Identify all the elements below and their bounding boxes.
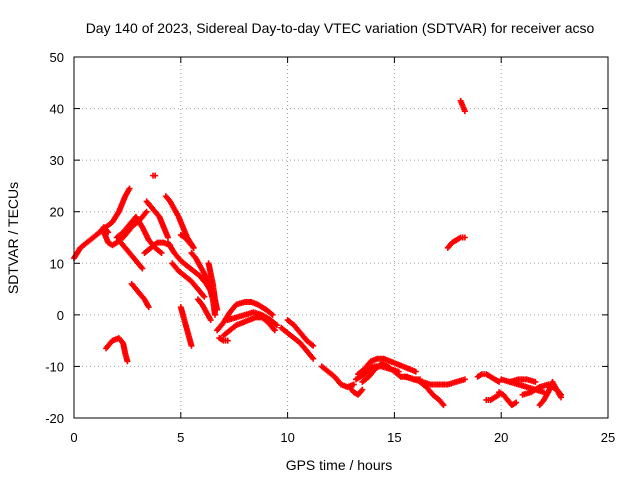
data-point [271,327,278,334]
data-point [143,208,150,215]
series-arc-40 [506,376,539,385]
y-tick-label: 50 [50,50,64,65]
data-point [158,249,165,256]
series-arc-22 [216,335,231,344]
series-arc-29 [352,363,402,383]
data-point [461,234,468,241]
series-arc-11 [169,260,208,300]
series-arc-19 [214,298,276,334]
series-arc-06 [128,280,152,311]
data-point [214,306,221,313]
data-point [145,304,152,311]
series-arc-05 [117,239,146,272]
series-arc-23 [278,324,317,362]
series-arc-20 [220,314,278,339]
data-point [139,265,146,272]
y-tick-label: -10 [45,359,64,374]
series-arc-24 [284,317,317,349]
y-tick-label: 20 [50,205,64,220]
y-tick-label: 10 [50,256,64,271]
series-arc-39 [536,378,565,409]
data-point [190,244,197,251]
data-point [207,317,214,324]
series-arc-15 [177,304,195,349]
series-arc-27 [355,355,419,378]
data-point [359,386,366,393]
y-tick-label: 40 [50,102,64,117]
data-point [532,378,539,385]
plot-frame [73,56,609,419]
data-point [513,399,520,406]
x-tick-label: 5 [177,430,184,445]
data-point [461,376,468,383]
series-arc-17 [103,335,131,365]
x-tick-label: 15 [387,430,401,445]
x-axis-label: GPS time / hours [286,457,393,473]
data-point [188,342,195,349]
y-axis-label: SDTVAR / TECUs [5,182,21,294]
x-tick-label: 0 [70,430,77,445]
series-arc-26 [346,384,366,398]
x-tick-label: 10 [280,430,294,445]
data-point [164,234,171,241]
grid-lines [74,57,608,418]
data-points [71,97,565,409]
data-point [461,108,468,115]
data-point [201,293,208,300]
series-arc-16 [194,296,214,324]
data-point [211,311,218,318]
data-point [273,322,280,329]
data-point [350,381,357,388]
data-point [269,311,276,318]
data-point [412,368,419,375]
data-point [126,185,133,192]
series-arc-36 [496,389,520,409]
y-tick-label: 0 [57,308,64,323]
data-point [440,402,447,409]
series-arc-35 [483,391,503,403]
data-point [558,391,565,398]
series-arc-02 [96,185,133,236]
y-tick-label: 30 [50,153,64,168]
y-tick-label: -20 [45,411,64,426]
series-arc-31 [417,378,447,409]
data-point [310,355,317,362]
series-arc-21 [224,309,280,329]
series-arc-18 [150,172,159,179]
x-tick-label: 25 [601,430,615,445]
data-point [224,337,231,344]
chart-title: Day 140 of 2023, Sidereal Day-to-day VTE… [86,20,595,36]
series-arc-12 [177,231,197,251]
series-arc-32 [444,234,468,251]
series-arc-14 [205,260,221,313]
series-arc-03 [100,208,150,249]
data-point [124,358,131,365]
series-arc-04 [113,213,165,256]
data-point [310,342,317,349]
series-arc-34 [474,371,503,385]
x-tick-label: 20 [494,430,508,445]
series-arc-07 [143,198,171,241]
series-arc-33 [457,97,468,115]
data-point [395,368,402,375]
data-point [152,172,159,179]
axis-ticks: 0 5 10 15 20 25 -20 -10 0 10 20 30 40 50 [45,50,615,445]
